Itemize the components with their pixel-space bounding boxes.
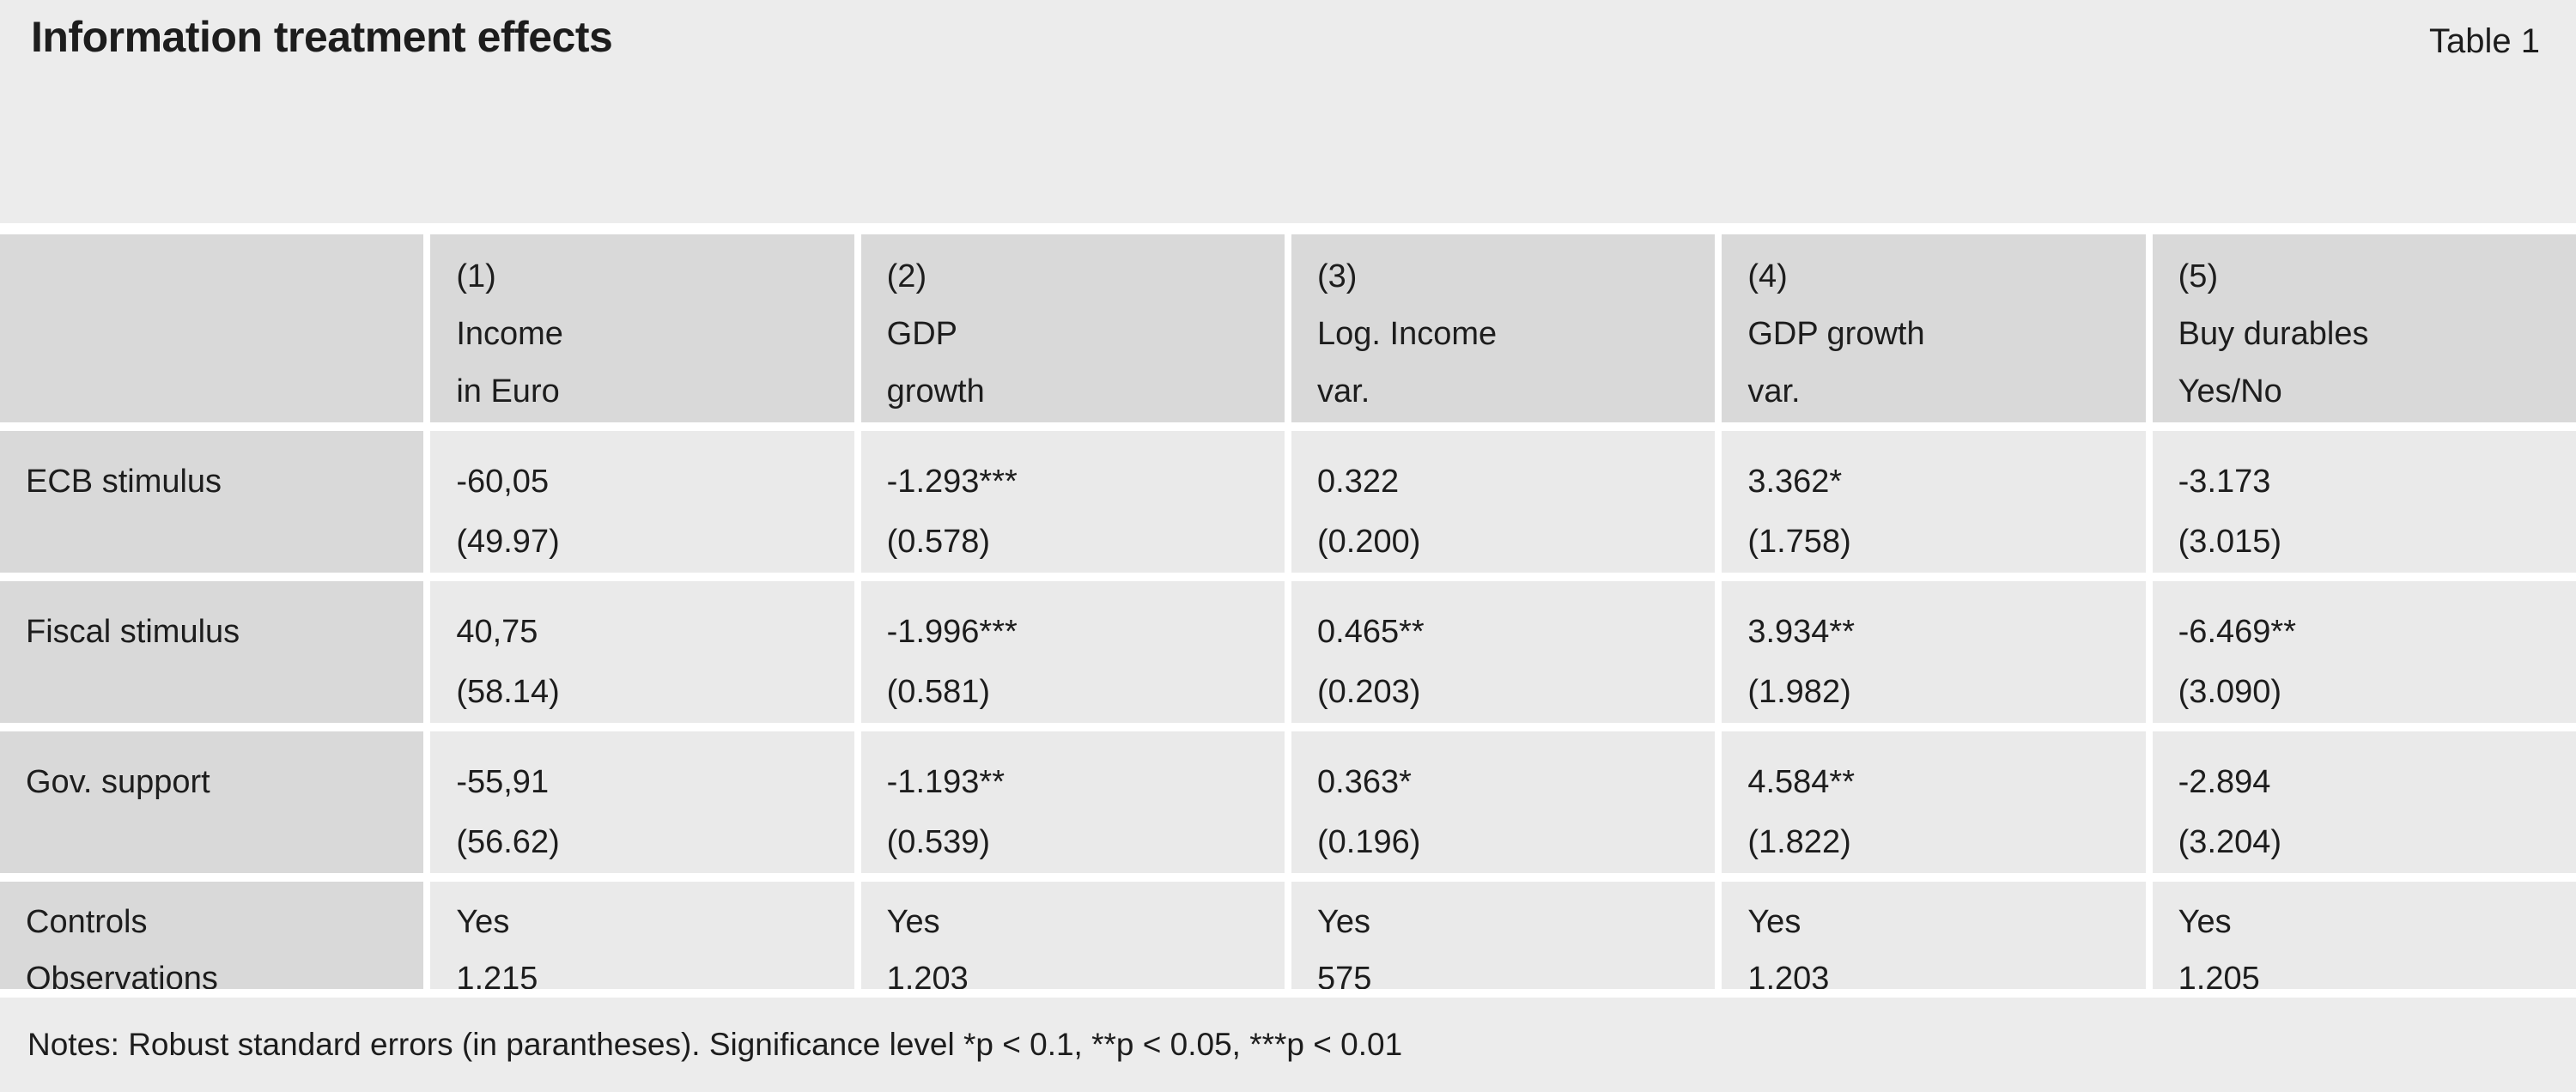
observations-value: 575 [1317, 961, 1372, 989]
table-cell: -1.193** (0.539) [860, 731, 1285, 873]
observations-value: 1,215 [456, 961, 538, 989]
standard-error: (0.578) [886, 524, 991, 560]
column-title-line: Income [456, 316, 563, 352]
header-cell-empty [0, 234, 424, 422]
coefficient: 3.362* [1747, 464, 1843, 500]
standard-error: (0.200) [1317, 524, 1421, 560]
standard-error: (56.62) [456, 824, 560, 860]
controls-value: Yes [456, 904, 510, 940]
table-cell: 0.363* (0.196) [1291, 731, 1716, 873]
table-cell: Yes 575 [1291, 882, 1716, 989]
table-cell: -55,91 (56.62) [430, 731, 854, 873]
table-cell: 0.465** (0.203) [1291, 581, 1716, 723]
table-cell: -6.469** (3.090) [2152, 581, 2576, 723]
column-title-line: GDP growth [1747, 316, 1925, 352]
column-number: (3) [1317, 258, 1358, 294]
header-cell-col5: (5) Buy durables Yes/No [2152, 234, 2576, 422]
row-label-controls-observations: Controls Observations [0, 882, 424, 989]
column-title-line: GDP [886, 316, 958, 352]
column-number: (1) [456, 258, 496, 294]
coefficient: 4.584** [1747, 764, 1855, 800]
coefficient: -1.996*** [886, 614, 1018, 650]
table-cell: Yes 1,205 [2152, 882, 2576, 989]
table-cell: 4.584** (1.822) [1722, 731, 2146, 873]
controls-value: Yes [1317, 904, 1370, 940]
standard-error: (1.822) [1747, 824, 1851, 860]
table-cell: -60,05 (49.97) [430, 431, 854, 573]
table-cell: Yes 1,215 [430, 882, 854, 989]
header-cell-col1: (1) Income in Euro [430, 234, 854, 422]
standard-error: (1.758) [1747, 524, 1851, 560]
table-cell: Yes 1,203 [860, 882, 1285, 989]
standard-error: (0.581) [886, 674, 991, 710]
coefficient: 0.322 [1317, 464, 1400, 500]
coefficient: -1.293*** [886, 464, 1018, 500]
table-cell: 40,75 (58.14) [430, 581, 854, 723]
column-title-line: var. [1317, 373, 1370, 410]
table-notes: Notes: Robust standard errors (in parant… [0, 998, 2576, 1092]
controls-value: Yes [1747, 904, 1801, 940]
column-title-line: growth [886, 373, 985, 410]
standard-error: (0.539) [886, 824, 991, 860]
observations-value: 1,203 [886, 961, 969, 989]
coefficient: 0.465** [1317, 614, 1425, 650]
page-title: Information treatment effects [31, 13, 613, 61]
coefficient: 0.363* [1317, 764, 1412, 800]
coefficient: -6.469** [2178, 614, 2296, 650]
standard-error: (0.196) [1317, 824, 1421, 860]
column-title-line: Buy durables [2178, 316, 2369, 352]
standard-error: (0.203) [1317, 674, 1421, 710]
standard-error: (3.204) [2178, 824, 2282, 860]
controls-value: Yes [2178, 904, 2232, 940]
observations-value: 1,203 [1747, 961, 1830, 989]
header-cell-col3: (3) Log. Income var. [1291, 234, 1716, 422]
header-cell-col4: (4) GDP growth var. [1722, 234, 2146, 422]
table-number-label: Table 1 [2429, 22, 2540, 60]
table-cell: -1.996*** (0.581) [860, 581, 1285, 723]
table-cell: 3.362* (1.758) [1722, 431, 2146, 573]
coefficient: 3.934** [1747, 614, 1855, 650]
standard-error: (58.14) [456, 674, 560, 710]
table-cell: Yes 1,203 [1722, 882, 2146, 989]
column-title-line: in Euro [456, 373, 560, 410]
row-label-ecb-stimulus: ECB stimulus [0, 431, 424, 573]
column-title-line: Log. Income [1317, 316, 1498, 352]
standard-error: (49.97) [456, 524, 560, 560]
controls-label: Controls [26, 904, 148, 940]
table-cell: -1.293*** (0.578) [860, 431, 1285, 573]
table-cell: -3.173 (3.015) [2152, 431, 2576, 573]
row-label-gov-support: Gov. support [0, 731, 424, 873]
coefficient: 40,75 [456, 614, 538, 650]
standard-error: (3.015) [2178, 524, 2282, 560]
column-number: (2) [886, 258, 927, 294]
controls-value: Yes [886, 904, 940, 940]
column-number: (5) [2178, 258, 2219, 294]
coefficient: -1.193** [886, 764, 1005, 800]
coefficient: -55,91 [456, 764, 550, 800]
standard-error: (3.090) [2178, 674, 2282, 710]
row-label-fiscal-stimulus: Fiscal stimulus [0, 581, 424, 723]
title-bar: Information treatment effects Table 1 [0, 0, 2576, 223]
standard-error: (1.982) [1747, 674, 1851, 710]
header-cell-col2: (2) GDP growth [860, 234, 1285, 422]
coefficient: -60,05 [456, 464, 550, 500]
column-number: (4) [1747, 258, 1788, 294]
table-cell: -2.894 (3.204) [2152, 731, 2576, 873]
observations-value: 1,205 [2178, 961, 2260, 989]
table-cell: 0.322 (0.200) [1291, 431, 1716, 573]
table-cell: 3.934** (1.982) [1722, 581, 2146, 723]
column-title-line: var. [1747, 373, 1801, 410]
observations-label: Observations [26, 961, 218, 989]
coefficient: -3.173 [2178, 464, 2271, 500]
results-table: (1) Income in Euro (2) GDP growth (3) Lo… [0, 223, 2576, 998]
coefficient: -2.894 [2178, 764, 2271, 800]
column-title-line: Yes/No [2178, 373, 2282, 410]
